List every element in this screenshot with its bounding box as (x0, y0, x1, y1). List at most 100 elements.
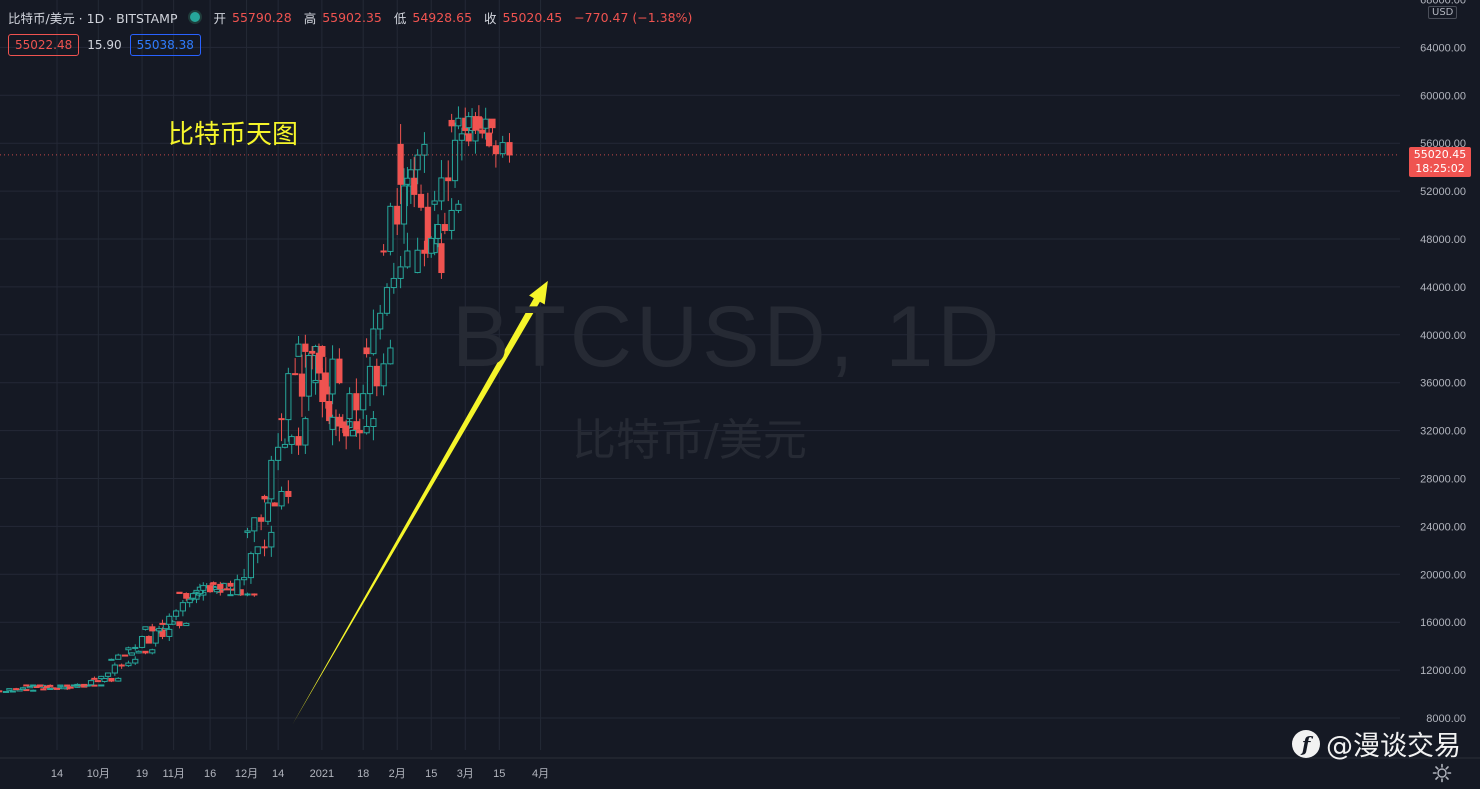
candle-body (227, 582, 234, 587)
price-tick-label: 52000.00 (1420, 186, 1466, 198)
candle-body (373, 365, 380, 387)
candle-body (438, 177, 445, 202)
time-tick-label: 11月 (162, 768, 184, 780)
candle-body (336, 416, 343, 427)
candle-body (390, 277, 397, 289)
candle-body (115, 654, 122, 660)
candle-body (414, 249, 421, 274)
bar-countdown: 18:25:02 (1415, 162, 1465, 175)
candle-body (26, 686, 33, 689)
candle-body (455, 203, 462, 211)
candle-body (298, 373, 306, 397)
candle-body (295, 343, 302, 357)
candle-body (261, 546, 268, 549)
time-tick-label: 16 (204, 768, 216, 780)
candle-body (281, 443, 289, 448)
time-tick-label: 15 (425, 768, 437, 780)
ohlc-high-label: 高 (303, 10, 317, 26)
candle-body (353, 393, 360, 411)
candle-body (176, 591, 183, 595)
candle-body (411, 177, 418, 195)
price-tick-label: 32000.00 (1420, 426, 1466, 438)
symbol-title[interactable]: 比特币/美元 · 1D · BITSTAMP (8, 10, 178, 26)
quote-panel: 55022.48 15.90 55038.38 (8, 34, 201, 56)
price-tick-label: 16000.00 (1420, 617, 1466, 629)
candle-body (142, 650, 149, 654)
sell-price-button[interactable]: 55022.48 (8, 34, 80, 56)
candle-body (16, 689, 23, 692)
candle-body (74, 685, 81, 688)
candle-body (343, 425, 350, 437)
candle-body (108, 677, 115, 682)
candle-body (183, 622, 190, 627)
candle-body (312, 379, 319, 384)
price-tick-label: 44000.00 (1420, 282, 1466, 294)
candle-body (458, 133, 465, 141)
candle-body (285, 490, 292, 497)
candle-body (309, 350, 316, 354)
candle-body (224, 588, 231, 591)
candle-body (441, 224, 448, 231)
candle-body (213, 588, 221, 593)
currency-unit-badge[interactable]: USD (1428, 6, 1458, 19)
candle-body (387, 347, 394, 365)
candle-body (370, 418, 377, 427)
candle-body (166, 628, 173, 637)
candle-body (91, 684, 98, 687)
candle-body (400, 185, 408, 225)
market-open-dot-icon (189, 12, 200, 22)
candle-body (366, 365, 374, 395)
candle-body (465, 116, 472, 129)
candle-body (6, 688, 13, 691)
candle-body (81, 685, 88, 688)
candle-body (428, 237, 435, 254)
legend-bar: 比特币/美元 · 1D · BITSTAMP 开 55790.28 高 55902.… (8, 8, 698, 26)
ohlc-high-value: 55902.35 (322, 9, 382, 25)
price-tick-label: 12000.00 (1420, 665, 1466, 677)
candle-body (193, 589, 200, 593)
candle-body (404, 250, 411, 268)
time-tick-label: 19 (136, 768, 148, 780)
candle-body (166, 615, 173, 625)
brand-text: @漫谈交易 (1326, 731, 1461, 762)
candle-body (227, 594, 234, 597)
candle-body (111, 664, 118, 674)
candle-body (244, 530, 251, 533)
candle-body (200, 585, 207, 591)
candle-body (404, 177, 411, 185)
last-price-label: 55020.45 18:25:02 (1409, 147, 1471, 177)
gear-icon[interactable] (1432, 763, 1452, 783)
candle-body (479, 129, 486, 134)
candle-body (125, 647, 132, 651)
chart-annotation-text[interactable]: 比特币天图 (168, 120, 299, 150)
candle-body (98, 684, 105, 687)
candle-body (346, 393, 353, 420)
ohlc-low-label: 低 (393, 10, 407, 26)
candle-body (30, 684, 37, 687)
price-tick-label: 60000.00 (1420, 90, 1466, 102)
ohlc-open-label: 开 (213, 10, 227, 26)
candle-body (132, 658, 139, 664)
candle-body (489, 118, 496, 129)
candle-body (118, 664, 125, 667)
candle-body (142, 626, 149, 630)
candle-body (492, 145, 499, 155)
candle-body (302, 418, 309, 446)
candle-body (421, 249, 428, 254)
candle-body (121, 654, 129, 657)
candle-body (465, 133, 472, 142)
candle-body (155, 628, 163, 632)
price-tick-label: 36000.00 (1420, 378, 1466, 390)
candle-body (380, 250, 387, 253)
ohlc-open-value: 55790.28 (232, 9, 292, 25)
candle-body (268, 459, 275, 500)
candle-body (397, 266, 404, 279)
candle-body (57, 684, 64, 687)
candle-body (271, 502, 278, 507)
candle-body (251, 517, 258, 532)
buy-price-button[interactable]: 55038.38 (129, 34, 201, 56)
price-tick-label: 64000.00 (1420, 42, 1466, 54)
candle-body (115, 677, 122, 682)
